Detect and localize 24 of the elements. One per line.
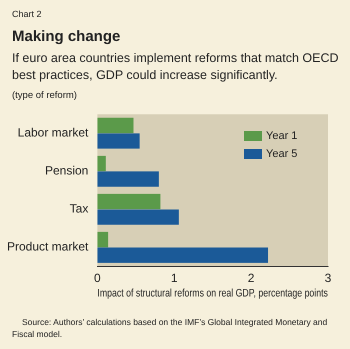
x-tick-label: 3 <box>324 270 332 285</box>
legend-label: Year 5 <box>266 148 298 160</box>
x-tick-label: 0 <box>94 270 102 285</box>
bar <box>97 232 108 248</box>
bar <box>97 194 160 210</box>
x-tick-label: 1 <box>170 270 178 285</box>
y-tick-label: Tax <box>70 202 88 216</box>
x-axis-title: Impact of structural reforms on real GDP, percentage points <box>97 288 328 300</box>
chart-subtitle: If euro area countries implement reforms that match OECD best practices, GDP could increase significantly. <box>12 50 340 84</box>
x-tick-label: 2 <box>248 270 255 285</box>
source-note: Source: Authors’ calculations based on the IMF’s Global Integrated Monetary and Fiscal model. <box>12 316 328 340</box>
legend-label: Year 1 <box>266 130 298 142</box>
bar <box>97 118 134 134</box>
y-axis-title: (type of reform) <box>12 90 77 101</box>
bar <box>97 156 106 172</box>
y-tick-label: Pension <box>44 164 88 178</box>
bar <box>97 133 140 149</box>
y-tick-label: Labor market <box>18 126 90 140</box>
chart-title: Making change <box>12 28 120 45</box>
bar <box>97 248 268 263</box>
bar <box>97 209 179 225</box>
y-tick-label: Product market <box>6 240 90 254</box>
bar <box>97 171 159 187</box>
caption: Chart 2 <box>12 9 42 19</box>
